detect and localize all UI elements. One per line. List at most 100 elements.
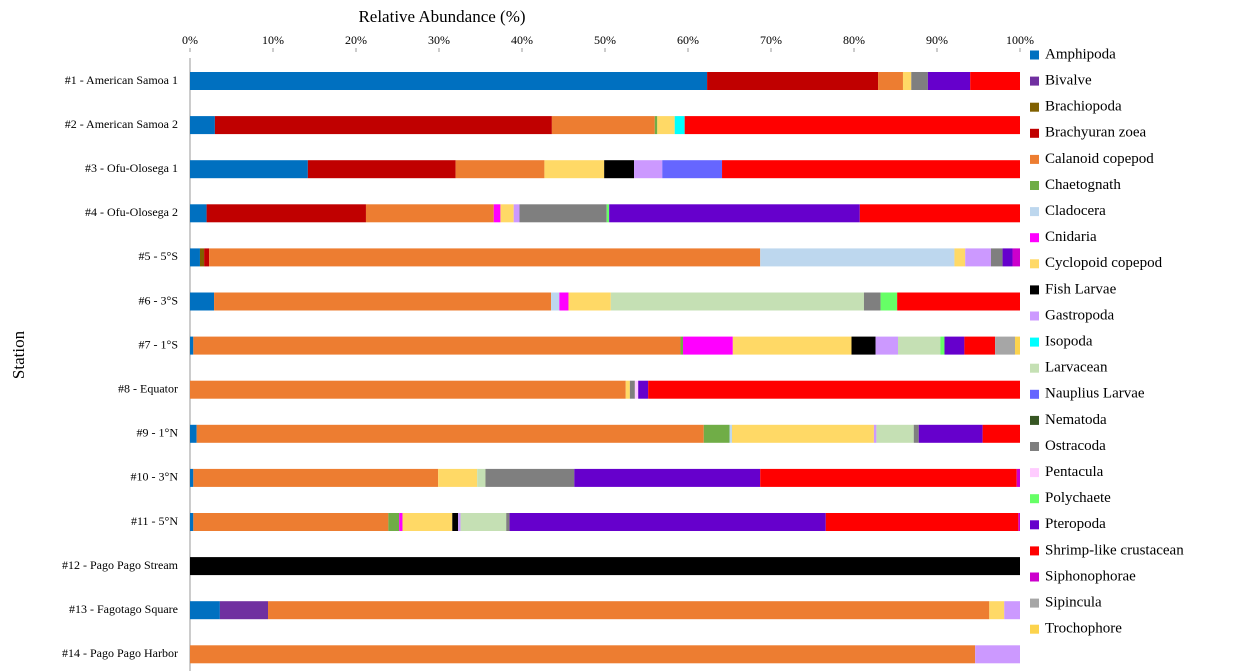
bar-segment [604, 160, 635, 179]
y-tick-label: #8 - Equator [118, 381, 178, 395]
x-tick-label: 30% [428, 33, 450, 47]
bar-segment [940, 336, 945, 355]
legend-label: Brachiopoda [1045, 99, 1122, 115]
bar-segment [851, 336, 876, 355]
bar-segment [975, 645, 1020, 664]
bar-segment [927, 72, 971, 90]
bar-segment [214, 292, 552, 311]
bar-segment [551, 116, 655, 135]
bar-segment [1018, 513, 1020, 531]
bar-segment [1004, 601, 1020, 620]
bar-segment [438, 468, 478, 487]
bar-segment [268, 601, 990, 620]
bar-segment [902, 72, 912, 90]
legend-swatch [1030, 572, 1039, 582]
bar-segment [825, 513, 1019, 531]
legend-swatch [1030, 76, 1039, 86]
legend-label: Cladocera [1045, 203, 1106, 219]
bar-segment [214, 116, 552, 135]
bar-segment [609, 204, 860, 223]
bar-segment [911, 72, 928, 90]
bar-segment [1016, 468, 1020, 487]
bar-segment [568, 292, 611, 311]
bar-segment [729, 424, 732, 443]
bar-segment [878, 72, 903, 90]
bar-segment [703, 424, 730, 443]
y-tick-label: #10 - 3°N [131, 470, 179, 484]
bar-segment [634, 380, 639, 399]
bar-segment [913, 424, 919, 443]
bar-segment [683, 336, 733, 355]
legend-label: Gastropoda [1045, 307, 1114, 323]
legend-label: Nauplius Larvae [1045, 386, 1145, 402]
x-tick-label: 10% [262, 33, 284, 47]
legend-label: Amphipoda [1045, 46, 1116, 62]
legend-swatch [1030, 50, 1039, 60]
x-tick-label: 60% [677, 33, 699, 47]
bar-segment [897, 292, 1020, 311]
x-tick-label: 20% [345, 33, 367, 47]
bar-segment [982, 424, 1020, 443]
bar-segment [873, 424, 877, 443]
legend-label: Bivalve [1045, 73, 1092, 89]
bar-segment [760, 248, 955, 267]
bar-segment [190, 645, 976, 664]
x-tick-label: 80% [843, 33, 865, 47]
legend-swatch [1030, 337, 1039, 347]
bar-segment [500, 204, 514, 223]
bar-segment [204, 248, 210, 267]
legend-swatch [1030, 311, 1039, 321]
legend-label: Cnidaria [1045, 229, 1097, 245]
bar-segment [399, 513, 403, 531]
bar-segment [760, 468, 1017, 487]
bar-segment [680, 336, 684, 355]
bar-segment [493, 204, 501, 223]
bar-segment [190, 424, 197, 443]
legend-label: Ostracoda [1045, 438, 1106, 454]
x-tick-label: 0% [182, 33, 198, 47]
bar-segment [388, 513, 400, 531]
x-axis-title: Relative Abundance (%) [358, 7, 525, 26]
bar-segment [722, 160, 1020, 179]
bar-segment [859, 204, 1020, 223]
bar-segment [199, 248, 205, 267]
bar-segment [190, 468, 194, 487]
legend-label: Siphonophorae [1045, 568, 1136, 584]
legend-label: Sipincula [1045, 595, 1102, 611]
bar-segment [190, 601, 220, 620]
legend-swatch [1030, 494, 1039, 504]
legend-swatch [1030, 598, 1039, 608]
bar-segment [990, 248, 1003, 267]
bar-segment [634, 160, 663, 179]
bar-segment [460, 513, 507, 531]
bar-segment [477, 468, 486, 487]
bar-segment [970, 72, 1020, 90]
bar-segment [206, 204, 366, 223]
bar-segment [193, 513, 389, 531]
bar-segment [509, 513, 826, 531]
bar-segment [190, 204, 207, 223]
legend-label: Larvacean [1045, 360, 1108, 376]
legend-label: Brachyuran zoea [1045, 125, 1147, 141]
y-tick-label: #2 - American Samoa 2 [65, 117, 178, 131]
bar-segment [674, 116, 685, 135]
bar-segment [606, 204, 610, 223]
bar-segment [989, 601, 1005, 620]
bar-segment [875, 336, 898, 355]
bar-segment [897, 336, 941, 355]
bar-segment [452, 513, 459, 531]
legend-swatch [1030, 154, 1039, 164]
bar-segment [485, 468, 575, 487]
bar-segment [193, 336, 681, 355]
bar-segment [610, 292, 864, 311]
y-tick-label: #14 - Pago Pago Harbor [62, 646, 178, 660]
legend-swatch [1030, 285, 1039, 295]
bar-segment [307, 160, 456, 179]
legend-label: Polychaete [1045, 490, 1111, 506]
bar-segment [662, 160, 723, 179]
bar-segment [190, 513, 194, 531]
y-tick-label: #6 - 3°S [139, 293, 178, 307]
y-tick-label: #4 - Ofu-Olosega 2 [85, 205, 178, 219]
bar-segment [551, 292, 560, 311]
bar-segment [190, 292, 215, 311]
